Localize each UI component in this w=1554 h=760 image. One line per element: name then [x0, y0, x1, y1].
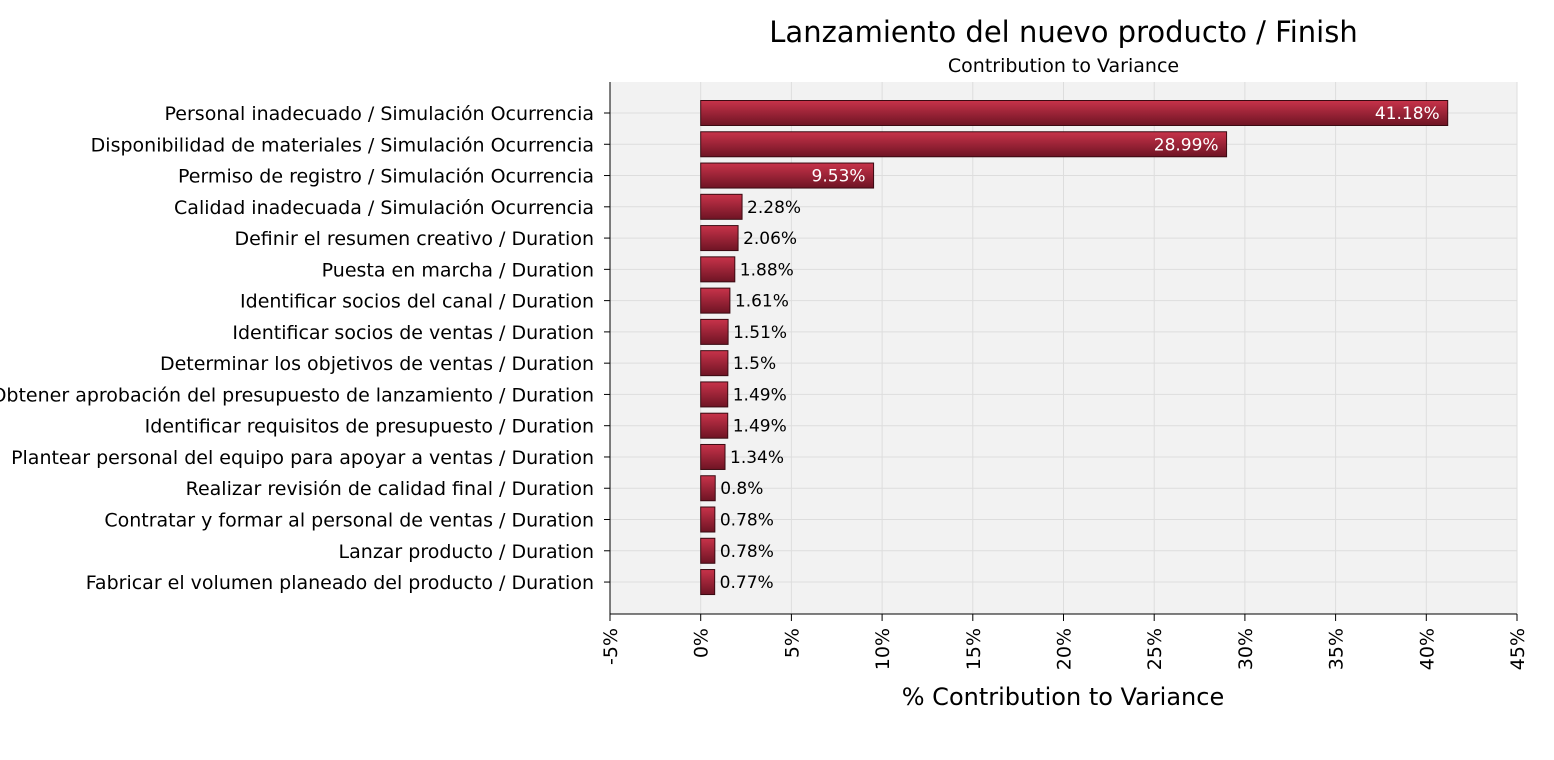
category-label: Obtener aprobación del presupuesto de la… — [0, 384, 594, 406]
x-tick-label: 45% — [1507, 628, 1529, 670]
x-tick-label: 10% — [872, 628, 894, 670]
value-label: 1.51% — [733, 323, 787, 343]
x-tick-label: 40% — [1416, 628, 1438, 670]
bar — [700, 193, 743, 220]
category-label: Realizar revisión de calidad final / Dur… — [186, 478, 594, 500]
category-label: Identificar socios de ventas / Duration — [232, 322, 594, 344]
bar — [700, 443, 726, 470]
value-label: 1.88% — [740, 260, 794, 280]
value-label: 0.78% — [720, 511, 774, 531]
category-label: Definir el resumen creativo / Duration — [234, 228, 594, 250]
value-label: 41.18% — [1375, 104, 1440, 124]
x-tick-label: 0% — [691, 628, 713, 658]
x-tick-label: -5% — [600, 628, 622, 665]
category-label: Plantear personal del equipo para apoyar… — [11, 447, 594, 469]
x-tick-label: 5% — [781, 628, 803, 658]
category-label: Contratar y formar al personal de ventas… — [104, 510, 594, 532]
bar — [700, 256, 736, 283]
x-tick-label: 25% — [1144, 628, 1166, 670]
category-label: Determinar los objetivos de ventas / Dur… — [160, 353, 594, 375]
grid-lines — [609, 82, 1518, 614]
value-label: 2.28% — [747, 198, 801, 218]
bar — [700, 131, 1228, 158]
value-label: 1.49% — [733, 385, 787, 405]
value-label: 1.5% — [733, 354, 776, 374]
category-label: Calidad inadecuada / Simulación Ocurrenc… — [174, 197, 594, 219]
value-label: 1.49% — [733, 417, 787, 437]
value-label: 0.8% — [720, 479, 763, 499]
x-tick-label: 15% — [963, 628, 985, 670]
category-label: Identificar requisitos de presupuesto / … — [145, 416, 594, 438]
bar — [700, 318, 729, 345]
value-label: 0.78% — [720, 542, 774, 562]
x-tick-label: 35% — [1326, 628, 1348, 670]
axes: -5% 0% 5% 10% 15% 20% 25% 30% 35% 40% 45% — [600, 82, 1529, 670]
chart-subtitle: Contribution to Variance — [947, 55, 1180, 77]
bar — [700, 350, 729, 377]
bar — [700, 475, 716, 502]
value-label: 1.61% — [735, 292, 789, 312]
bar — [700, 381, 729, 408]
category-label: Permiso de registro / Simulación Ocurren… — [178, 166, 594, 188]
bar — [700, 506, 716, 533]
x-axis-title: % Contribution to Variance — [902, 683, 1224, 711]
category-label: Personal inadecuado / Simulación Ocurren… — [165, 103, 594, 125]
x-tick-label: 20% — [1054, 628, 1076, 670]
value-label: 2.06% — [743, 229, 797, 249]
category-label: Puesta en marcha / Duration — [322, 259, 594, 281]
bars — [700, 100, 1449, 596]
value-label: 0.77% — [720, 573, 774, 593]
bar — [700, 569, 716, 596]
category-label: Lanzar producto / Duration — [339, 541, 594, 563]
x-tick-label: 30% — [1235, 628, 1257, 670]
labels: Personal inadecuado / Simulación Ocurren… — [0, 103, 1440, 594]
bar — [700, 225, 739, 252]
value-label: 1.34% — [730, 448, 784, 468]
bar — [700, 100, 1449, 126]
bar — [700, 412, 729, 439]
category-label: Disponibilidad de materiales / Simulació… — [91, 134, 594, 156]
category-label: Identificar socios del canal / Duration — [240, 291, 594, 313]
value-label: 9.53% — [812, 167, 866, 187]
category-label: Fabricar el volumen planeado del product… — [86, 572, 594, 594]
chart-title: Lanzamiento del nuevo producto / Finish — [769, 15, 1358, 49]
value-label: 28.99% — [1154, 135, 1219, 155]
bar — [700, 162, 875, 189]
bar — [700, 537, 716, 564]
bar — [700, 287, 731, 314]
